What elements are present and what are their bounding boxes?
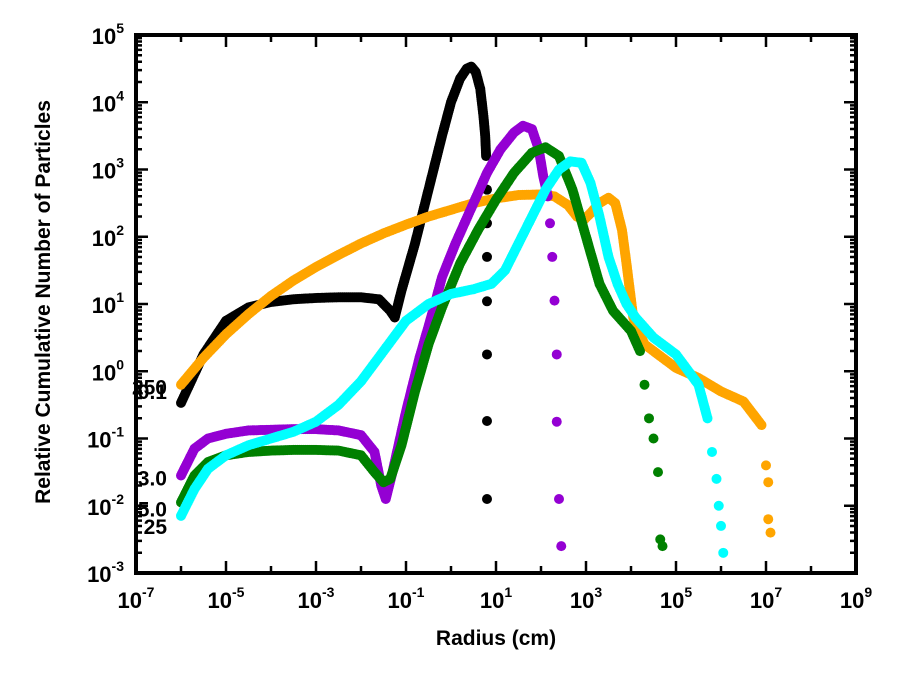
series-250-drop-point — [763, 477, 774, 488]
tick-marks — [134, 33, 858, 575]
series-0.1-drop-point — [482, 416, 492, 427]
series-250-drop-point — [761, 460, 771, 471]
series-3.0-drop-point — [545, 218, 555, 229]
series-0.1 — [176, 61, 492, 505]
series-5.0-drop-point — [648, 433, 659, 444]
series-3.0-drop-point — [556, 541, 567, 552]
series-25 — [176, 156, 729, 558]
x-tick-label: 10-5 — [208, 584, 245, 613]
axis-ticks: 10-7 10-5 10-3 10-1 101 103 105 107 109 10-3 10-2 1… — [87, 20, 872, 613]
x-tick-label: 109 — [840, 584, 872, 613]
x-tick-label: 10-7 — [118, 584, 155, 613]
series-250 — [176, 189, 776, 538]
y-tick-label: 105 — [92, 20, 124, 49]
curve-label-0.1: 0.1 — [138, 381, 168, 404]
y-tick-label: 10-1 — [87, 424, 124, 453]
curve-label-25: 25 — [144, 516, 168, 539]
series-0.1-point — [481, 151, 492, 162]
series-250-point — [756, 420, 767, 431]
series-5.0-drop-point — [657, 541, 668, 552]
series-0.1-drop-point — [482, 251, 492, 262]
series-3.0-drop-point — [547, 251, 558, 262]
y-axis-label: Relative Cumulative Number of Particles — [32, 100, 55, 504]
series-0.1-drop-point — [482, 296, 492, 307]
curve-label-3.0: 3.0 — [138, 467, 167, 490]
series-5.0-point — [635, 346, 645, 357]
x-tick-label: 10-3 — [298, 584, 335, 613]
series-25-drop-point — [711, 473, 722, 484]
series-25-drop-point — [718, 547, 729, 558]
series-layer — [176, 61, 776, 558]
series-250-drop-point — [765, 527, 776, 538]
y-tick-label: 102 — [92, 222, 124, 251]
y-tick-label: 103 — [92, 155, 124, 184]
series-0.1-drop-point — [482, 349, 492, 360]
y-tick-label: 104 — [92, 87, 124, 116]
x-tick-label: 103 — [570, 584, 602, 613]
series-3.0-drop-point — [551, 416, 562, 427]
x-axis-label: Radius (cm) — [436, 627, 556, 650]
series-25-drop-point — [716, 520, 726, 531]
series-25-point — [702, 413, 713, 424]
series-250-drop-point — [763, 514, 774, 525]
x-tick-label: 107 — [750, 584, 782, 613]
series-5.0-drop-point — [639, 379, 650, 390]
series-25-drop-point — [713, 500, 724, 511]
y-tick-label: 101 — [92, 289, 124, 318]
curve-label-5.0: 5.0 — [138, 498, 167, 521]
series-3.0-drop-point — [549, 295, 560, 306]
series-5.0-drop-point — [653, 467, 663, 478]
curve-label-250: 250 — [132, 377, 167, 400]
x-tick-label: 105 — [660, 584, 692, 613]
series-25-drop-point — [707, 446, 717, 457]
y-tick-label: 10-3 — [87, 558, 124, 587]
series-5.0-drop-point — [644, 413, 654, 424]
x-tick-label: 101 — [480, 584, 512, 613]
series-0.1-drop-point — [482, 494, 492, 505]
x-tick-label: 10-1 — [388, 584, 425, 613]
series-3.0-drop-point — [551, 349, 562, 360]
series-3.0-drop-point — [554, 494, 564, 505]
y-tick-label: 10-2 — [87, 491, 124, 520]
y-tick-label: 100 — [92, 356, 124, 385]
